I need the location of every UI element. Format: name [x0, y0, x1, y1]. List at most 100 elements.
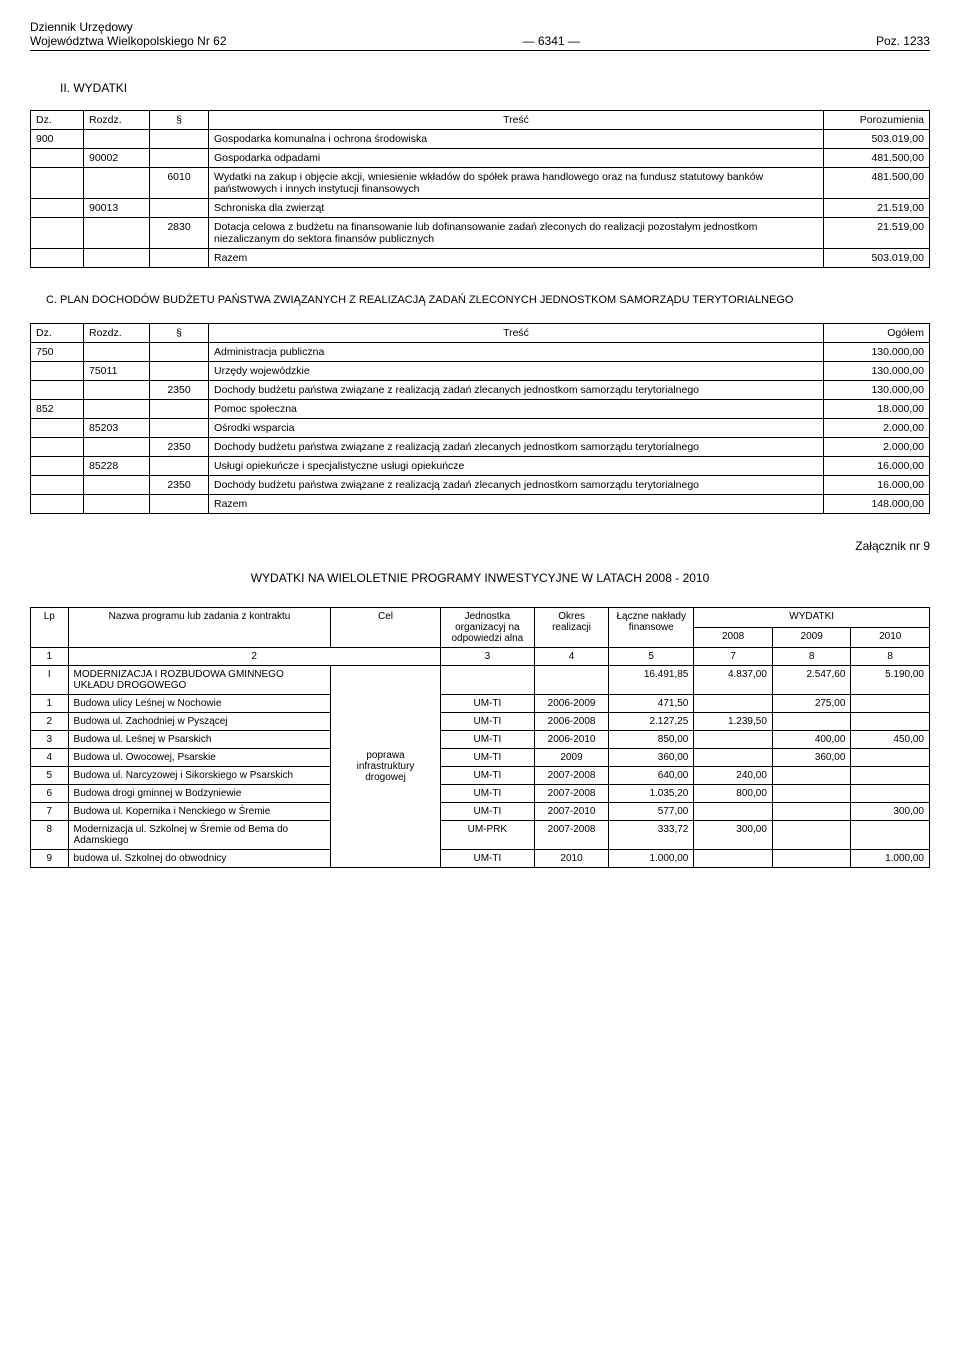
col-wydatki: WYDATKI	[694, 607, 930, 627]
cell-par: 2830	[150, 218, 209, 249]
cell-okres: 2009	[535, 748, 609, 766]
cell-tresc: Urzędy wojewódzkie	[209, 361, 824, 380]
table-row: 75011Urzędy wojewódzkie130.000,00	[31, 361, 930, 380]
cell-dz: 852	[31, 399, 84, 418]
col-okres: Okres realizacji	[535, 607, 609, 647]
cell-par	[150, 342, 209, 361]
col-2009: 2009	[772, 627, 851, 647]
cell-okres	[535, 665, 609, 694]
cell-amount: 16.000,00	[824, 475, 930, 494]
cell-rozdz	[84, 399, 150, 418]
col-rozdz: Rozdz.	[84, 111, 150, 130]
cell-laczne: 471,50	[609, 694, 694, 712]
cell-par: 6010	[150, 168, 209, 199]
cell-jedn	[440, 665, 534, 694]
cell-lp: 5	[31, 766, 69, 784]
cell-2008	[694, 849, 773, 867]
cell-rozdz	[84, 437, 150, 456]
cell-rozdz: 85228	[84, 456, 150, 475]
cell-laczne: 1.000,00	[609, 849, 694, 867]
cell-jedn: UM-TI	[440, 748, 534, 766]
inwestycje-table: Lp Nazwa programu lub zadania z kontrakt…	[30, 607, 930, 868]
cell-dz	[31, 361, 84, 380]
cell-rozdz	[84, 218, 150, 249]
cell-lp: 8	[31, 820, 69, 849]
table-row: 85203Ośrodki wsparcia2.000,00	[31, 418, 930, 437]
cell-par	[150, 456, 209, 475]
cell-dz	[31, 418, 84, 437]
cell-2009: 275,00	[772, 694, 851, 712]
cell-par	[150, 149, 209, 168]
cell-tresc: Razem	[209, 249, 824, 268]
cell-2010	[851, 748, 930, 766]
cell-rozdz	[84, 494, 150, 513]
inv-title: WYDATKI NA WIELOLETNIE PROGRAMY INWESTYC…	[30, 571, 930, 585]
cell-par	[150, 361, 209, 380]
cell-lp: 1	[31, 694, 69, 712]
cell-dz	[31, 199, 84, 218]
numcell: 2	[68, 647, 440, 665]
cell-rozdz: 75011	[84, 361, 150, 380]
cell-amount: 2.000,00	[824, 437, 930, 456]
cell-lp: 4	[31, 748, 69, 766]
cell-2008: 1.239,50	[694, 712, 773, 730]
table-row: 2350Dochody budżetu państwa związane z r…	[31, 475, 930, 494]
cell-amount: 148.000,00	[824, 494, 930, 513]
cell-tresc: Gospodarka odpadami	[209, 149, 824, 168]
cell-jedn: UM-TI	[440, 730, 534, 748]
numcell: 8	[851, 647, 930, 665]
cell-nazwa: Budowa ul. Leśnej w Psarskich	[68, 730, 331, 748]
col-par: §	[150, 111, 209, 130]
col-tresc: Treść	[209, 111, 824, 130]
header-line1: Dziennik Urzędowy	[30, 20, 227, 34]
col-cel: Cel	[331, 607, 440, 647]
cell-laczne: 577,00	[609, 802, 694, 820]
col-dz: Dz.	[31, 111, 84, 130]
table-header-row: Dz. Rozdz. § Treść Porozumienia	[31, 111, 930, 130]
col-par: §	[150, 323, 209, 342]
cell-tresc: Gospodarka komunalna i ochrona środowisk…	[209, 130, 824, 149]
cell-jedn: UM-PRK	[440, 820, 534, 849]
cell-2010: 1.000,00	[851, 849, 930, 867]
cell-tresc: Dotacja celowa z budżetu na finansowanie…	[209, 218, 824, 249]
cell-par: 2350	[150, 437, 209, 456]
table-row: 6010Wydatki na zakup i objęcie akcji, wn…	[31, 168, 930, 199]
cell-2009	[772, 712, 851, 730]
cell-okres: 2010	[535, 849, 609, 867]
cell-lp: 7	[31, 802, 69, 820]
numcell: 4	[535, 647, 609, 665]
cell-okres: 2006-2010	[535, 730, 609, 748]
header-line2: Województwa Wielkopolskiego Nr 62	[30, 34, 227, 48]
cell-2010: 5.190,00	[851, 665, 930, 694]
cell-2010	[851, 712, 930, 730]
cell-dz	[31, 149, 84, 168]
cell-dz	[31, 437, 84, 456]
cell-2010	[851, 766, 930, 784]
table-header-row: Dz. Rozdz. § Treść Ogółem	[31, 323, 930, 342]
cell-par: 2350	[150, 475, 209, 494]
cell-dz	[31, 168, 84, 199]
cell-tresc: Dochody budżetu państwa związane z reali…	[209, 380, 824, 399]
cell-dz	[31, 380, 84, 399]
cell-laczne: 333,72	[609, 820, 694, 849]
cell-dz	[31, 218, 84, 249]
cell-okres: 2007-2008	[535, 820, 609, 849]
cell-dz: 750	[31, 342, 84, 361]
section-ii-title: II. WYDATKI	[60, 81, 930, 95]
cell-nazwa: Modernizacja ul. Szkolnej w Śremie od Be…	[68, 820, 331, 849]
cell-rozdz: 90002	[84, 149, 150, 168]
table-row: Razem148.000,00	[31, 494, 930, 513]
table-row: 2Budowa ul. Zachodniej w PyszącejUM-TI20…	[31, 712, 930, 730]
table-row: 8Modernizacja ul. Szkolnej w Śremie od B…	[31, 820, 930, 849]
cell-tresc: Dochody budżetu państwa związane z reali…	[209, 475, 824, 494]
zalacznik-label: Załącznik nr 9	[30, 539, 930, 553]
cell-2008: 240,00	[694, 766, 773, 784]
cell-par	[150, 399, 209, 418]
cell-rozdz	[84, 130, 150, 149]
cell-par	[150, 494, 209, 513]
cell-okres: 2006-2008	[535, 712, 609, 730]
cell-2009	[772, 766, 851, 784]
cell-tresc: Ośrodki wsparcia	[209, 418, 824, 437]
cell-2009	[772, 849, 851, 867]
col-laczne: Łączne nakłady finansowe	[609, 607, 694, 647]
